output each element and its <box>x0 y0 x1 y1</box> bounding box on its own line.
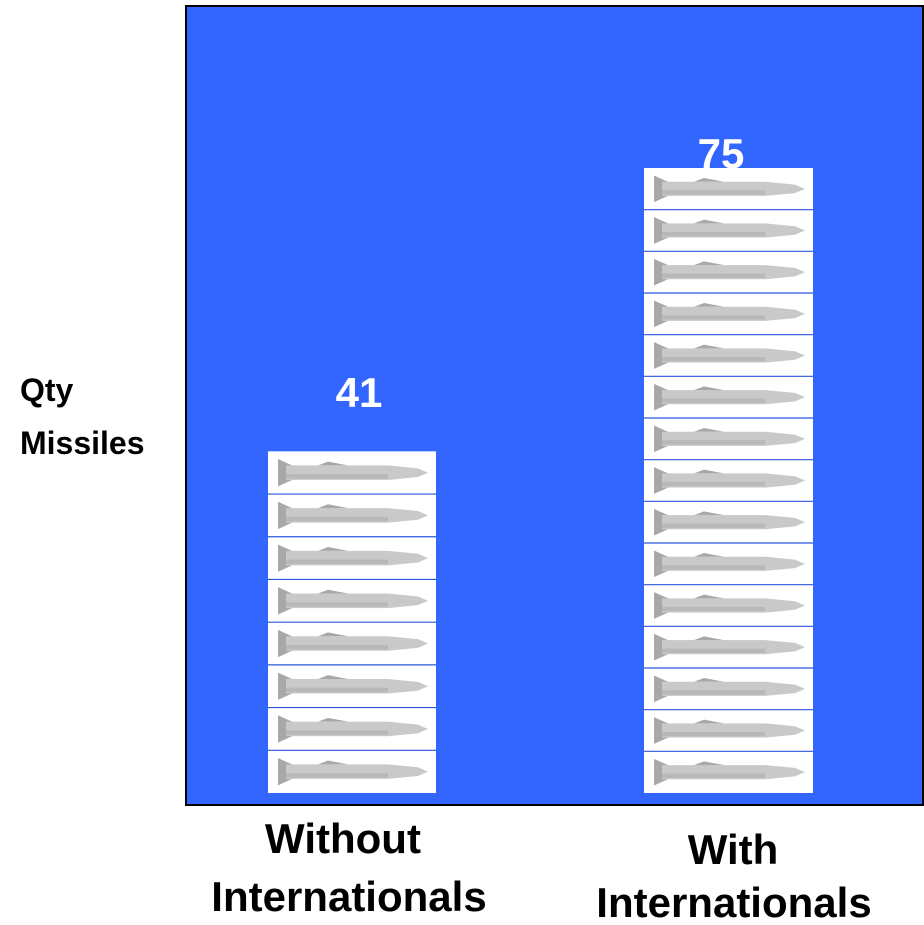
missile-icon <box>654 258 805 286</box>
missile-icon <box>278 715 428 743</box>
missile-icon <box>654 550 805 578</box>
missile-icon <box>654 467 805 494</box>
category-label-without-line-1: Without <box>265 815 421 862</box>
missile-icon <box>654 425 805 453</box>
missile-icon <box>278 459 428 487</box>
missile-icon <box>654 300 805 328</box>
missile-icon <box>654 383 805 411</box>
missile-icon <box>278 587 428 615</box>
missile-icon <box>654 717 805 744</box>
missile-icon <box>278 672 428 700</box>
missile-icon <box>278 544 428 572</box>
missile-icon <box>278 501 428 530</box>
bar-with-internationals <box>644 168 813 793</box>
bars-layer <box>268 168 813 793</box>
missile-icon <box>654 592 805 619</box>
missile-icon <box>278 757 428 786</box>
missile-icon <box>654 175 805 203</box>
y-axis-label-line-2: Missiles <box>20 425 145 461</box>
category-label-without-line-2: Internationals <box>211 873 486 920</box>
bar-value-label-with-internationals: 75 <box>698 130 745 177</box>
missile-icon <box>654 508 805 536</box>
missile-icon <box>654 633 805 661</box>
labels-layer: Qty Missiles 41 75 Without International… <box>20 130 872 925</box>
missile-icon <box>654 675 805 703</box>
y-axis-label-line-1: Qty <box>20 372 74 408</box>
missile-icon <box>654 342 805 369</box>
category-label-with-line-2: Internationals <box>596 879 871 925</box>
missile-icon <box>278 629 428 658</box>
bar-without-internationals <box>268 451 436 793</box>
bar-value-label-without-internationals: 41 <box>336 369 383 416</box>
missile-icon <box>654 217 805 244</box>
category-label-with-line-1: With <box>688 826 779 873</box>
missile-icon <box>654 758 805 786</box>
